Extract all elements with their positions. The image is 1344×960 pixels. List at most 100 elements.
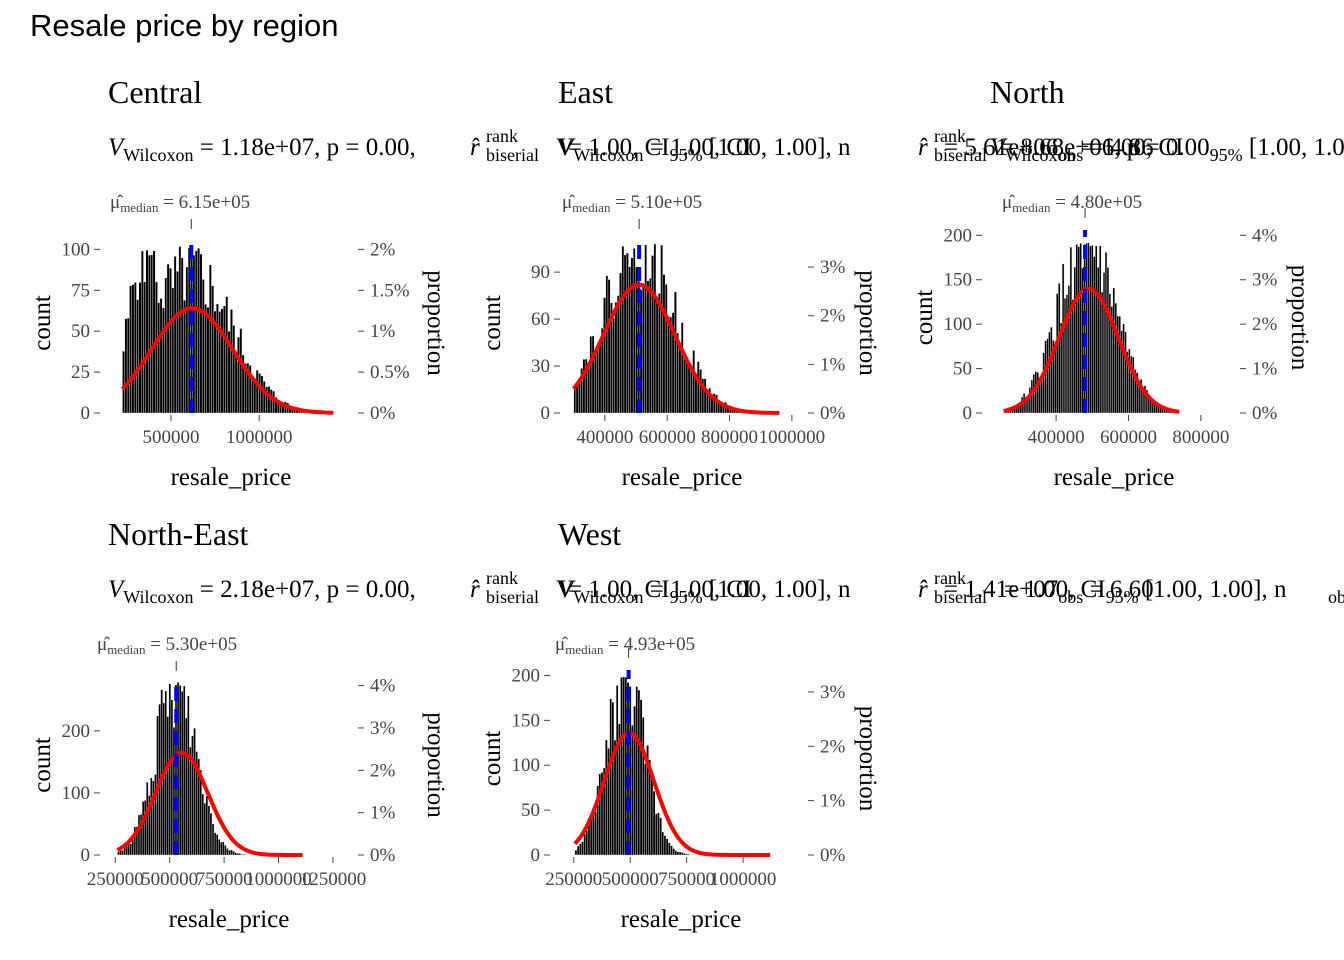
- histogram-bar: [205, 795, 209, 856]
- histogram-bar: [1102, 272, 1106, 414]
- histogram-bar: [632, 248, 636, 414]
- page-title: Resale price by region: [30, 8, 339, 43]
- y-tick-label: 200: [944, 225, 973, 246]
- y2-tick-label: 1%: [820, 354, 846, 375]
- histogram-bar: [206, 307, 210, 414]
- histogram-bar: [687, 853, 691, 856]
- histogram-bar: [242, 854, 246, 856]
- x-tick-label: 800000: [701, 427, 758, 448]
- x-axis-label: resale_price: [621, 906, 742, 933]
- histogram-bar: [582, 359, 586, 414]
- histogram-bar: [648, 278, 652, 414]
- histogram-bar: [635, 686, 638, 856]
- x-axis-label: resale_price: [1054, 464, 1175, 491]
- histogram-bar: [660, 244, 664, 414]
- normal-curve: [573, 730, 771, 857]
- histogram-bar: [146, 782, 149, 856]
- median-label: μ̂median = 5.30e+05: [97, 634, 237, 657]
- x-tick-label: 1250000: [300, 869, 367, 890]
- histogram-bar: [143, 281, 147, 414]
- histogram-bar: [150, 254, 154, 414]
- facet-subtitle: VWilcoxon = 1.00, CI: [558, 576, 751, 607]
- histogram-bar: [678, 851, 682, 856]
- histogram-bar: [215, 834, 219, 856]
- histogram-bar: [194, 250, 198, 414]
- histogram-bar: [615, 685, 619, 856]
- histogram-bar: [1095, 245, 1098, 414]
- histogram-bar: [131, 284, 135, 414]
- histogram-bar: [272, 390, 275, 414]
- y2-tick-label: 0.5%: [370, 362, 410, 383]
- rank-superscript: rank: [486, 126, 518, 146]
- x-tick-label: 250000: [87, 869, 144, 890]
- histogram-bar: [222, 841, 225, 856]
- histogram-bar: [117, 851, 120, 856]
- y2-tick-label: 2%: [1252, 314, 1278, 335]
- histogram-bar: [1079, 243, 1082, 414]
- histogram-bar: [655, 813, 658, 856]
- median-label: μ̂median = 6.15e+05: [110, 192, 250, 215]
- facet-title: North: [990, 74, 1065, 110]
- histogram-bar: [652, 790, 656, 856]
- y-tick-label: 0: [81, 845, 91, 866]
- histogram-bar: [623, 254, 627, 414]
- histogram-bar: [203, 802, 207, 856]
- histogram-bar: [237, 336, 240, 414]
- r-symbol: r̂: [918, 576, 928, 603]
- histogram-bar: [126, 317, 130, 414]
- y-tick-label: 50: [521, 800, 540, 821]
- histogram-bar: [193, 728, 196, 856]
- histogram-bar: [171, 287, 175, 414]
- histogram-bar: [226, 848, 229, 856]
- histogram-bar: [596, 348, 599, 414]
- y2-tick-label: 2%: [370, 239, 396, 260]
- central-ci-overflow: = 1.00, CI95% [1.00, 1.00], n: [568, 134, 851, 165]
- y-tick-label: 0: [541, 403, 551, 424]
- y-tick-label: 100: [62, 239, 91, 260]
- histogram-bar: [136, 299, 139, 414]
- histogram-bar: [642, 286, 645, 414]
- panel-central: Central VWilcoxon = 1.18e+07, p = 0.00, μ̂…: [29, 74, 449, 491]
- histogram-bar: [1063, 297, 1067, 414]
- y-axis-label: count: [479, 295, 506, 351]
- biserial-subscript: biserial: [486, 587, 539, 607]
- histogram-bar: [124, 318, 128, 414]
- histogram-bar: [225, 296, 229, 414]
- histogram-bar: [603, 297, 606, 414]
- histogram-bar: [696, 361, 700, 414]
- histogram-bar: [585, 830, 589, 856]
- y-tick-label: 90: [531, 262, 550, 283]
- histogram-bar: [607, 279, 611, 414]
- biserial-subscript: biserial: [934, 587, 987, 607]
- histogram-bar: [228, 849, 231, 856]
- y-axis-label: count: [479, 731, 506, 787]
- histogram-bar: [213, 832, 217, 856]
- histogram-bar: [1067, 285, 1071, 414]
- histogram-bar: [594, 349, 597, 414]
- y2-tick-label: 4%: [370, 676, 396, 697]
- y2-axis-label: proportion: [854, 706, 881, 812]
- histogram-bar: [598, 345, 602, 414]
- histogram-bar: [121, 850, 124, 856]
- histogram-bar: [166, 716, 170, 856]
- histogram-bar: [1046, 338, 1049, 414]
- histogram-bar: [703, 378, 707, 414]
- histogram-bar: [178, 246, 182, 414]
- histogram-bar: [201, 279, 205, 414]
- histogram-bar: [579, 843, 582, 856]
- x-tick-label: 800000: [1172, 427, 1229, 448]
- histogram-bar: [661, 831, 665, 856]
- facet-subtitle: VWilcoxon = 1.18e+07, p = 0.00,: [108, 134, 416, 165]
- y2-tick-label: 0%: [1252, 403, 1278, 424]
- histogram-bar: [145, 250, 149, 414]
- histogram-bar: [672, 848, 675, 856]
- histogram-bar: [683, 852, 686, 856]
- histogram-bar: [187, 695, 190, 856]
- histogram-bar: [589, 336, 593, 414]
- y-tick-label: 100: [512, 755, 541, 776]
- histogram-bar: [1048, 331, 1051, 414]
- histogram-bar: [185, 266, 189, 414]
- x-tick-label: 1000000: [245, 869, 312, 890]
